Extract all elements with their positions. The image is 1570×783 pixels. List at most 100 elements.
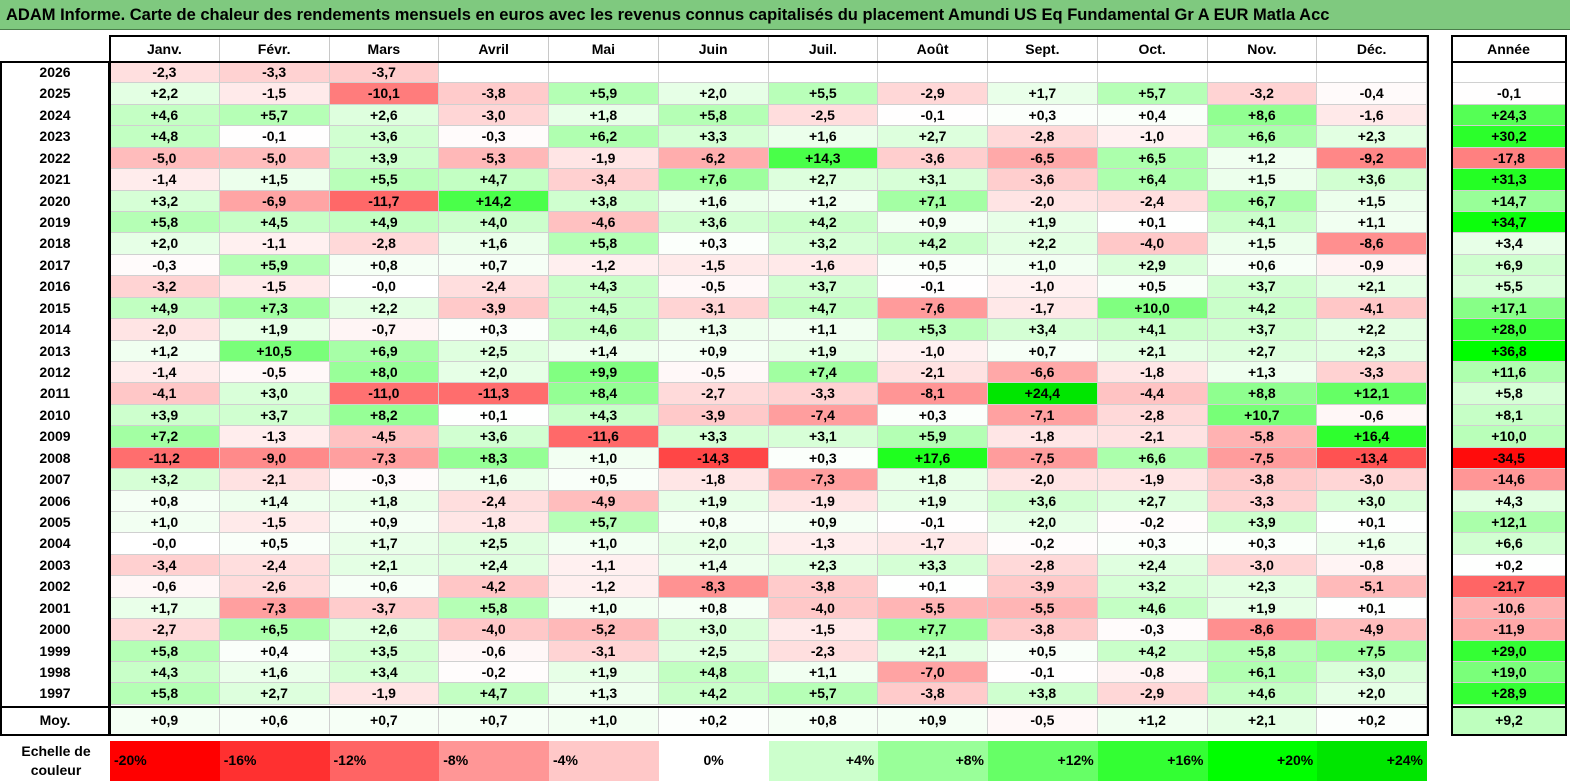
heatmap-cell: -5,2 [549,619,659,641]
column-header-2: Févr. [220,36,330,62]
heatmap-cell: +1,7 [988,83,1098,105]
heatmap-cell: -2,4 [219,554,330,577]
heatmap-cell: +0,3 [1207,533,1318,555]
heatmap-cell: +0,7 [439,254,549,277]
annual-cell: +29,0 [1452,640,1566,663]
heatmap-cell [988,62,1098,84]
color-scale-swatch: +20% [1207,741,1318,781]
heatmap-cell: +4,2 [768,212,879,234]
heatmap-cell: -1,8 [658,469,769,491]
heatmap-cell: -3,9 [439,297,549,320]
heatmap-cell: +1,6 [439,469,549,491]
heatmap-cell: +3,6 [439,426,549,448]
heatmap-cell: -3,4 [110,554,220,577]
heatmap-cell: +7,1 [878,190,988,212]
heatmap-cell: +1,0 [549,597,659,620]
annual-cell: +19,0 [1452,662,1566,684]
heatmap-cell: +1,7 [110,597,220,620]
heatmap-cell: -0,5 [219,362,330,384]
heatmap-cell: +6,6 [1097,447,1208,470]
heatmap-cell: -2,1 [878,362,988,384]
heatmap-cell: +0,1 [439,404,549,427]
heatmap-cell: -0,2 [1097,512,1208,534]
heatmap-cell: -2,7 [110,619,220,641]
heatmap-cell: -2,3 [768,640,879,663]
heatmap-cell: -1,5 [768,619,879,641]
heatmap-cell: -3,4 [549,169,659,191]
row-label-2007: 2007 [39,471,71,488]
heatmap-cell: -1,4 [110,362,220,384]
row-label-1998: 1998 [39,664,71,681]
heatmap-cell: +3,4 [329,662,440,684]
heatmap-cell: -0,1 [878,276,988,298]
row-label-2016: 2016 [39,278,71,295]
heatmap-cell: +0,8 [658,512,769,534]
heatmap-cell: +3,7 [1207,276,1318,298]
column-header-4: Avril [439,36,549,62]
heatmap-cell: +8,6 [1207,104,1318,127]
heatmap-cell: +1,1 [768,319,879,341]
heatmap-cell: -11,7 [329,190,440,212]
heatmap-cell: +5,9 [219,254,330,277]
heatmap-cell: +4,3 [549,276,659,298]
heatmap-cell: -2,8 [1097,404,1208,427]
heatmap-cell [1207,62,1318,84]
heatmap-cell: +1,0 [549,533,659,555]
heatmap-cell: +2,4 [439,554,549,577]
heatmap-cell: +4,6 [1207,683,1318,705]
heatmap-cell: -1,3 [219,426,330,448]
heatmap-cell: +1,7 [329,533,440,555]
color-scale-swatch: -4% [549,741,659,781]
heatmap-cell: -8,6 [1317,233,1427,255]
heatmap-cell: +5,5 [768,83,879,105]
heatmap-cell: +0,7 [988,340,1098,362]
color-scale-swatch: +12% [988,741,1098,781]
color-scale-swatch: -16% [219,741,330,781]
row-label-2024: 2024 [39,106,71,123]
heatmap-cell: +1,5 [1207,233,1318,255]
heatmap-cell: +3,2 [1097,576,1208,598]
heatmap-cell: -0,1 [219,126,330,148]
heatmap-cell: -2,0 [988,190,1098,212]
heatmap-cell: +0,1 [1097,212,1208,234]
heatmap-cell: -5,1 [1317,576,1427,598]
heatmap-cell: +0,3 [439,319,549,341]
heatmap-cell: +3,2 [110,469,220,491]
heatmap-cell: -7,1 [988,404,1098,427]
heatmap-cell: +0,5 [988,640,1098,663]
heatmap-cell: +2,5 [439,340,549,362]
heatmap-cell: +5,8 [439,597,549,620]
heatmap-cell: +3,1 [768,426,879,448]
heatmap-cell: +0,9 [658,340,769,362]
heatmap-cell [658,62,769,84]
row-label-2004: 2004 [39,535,71,552]
heatmap-cell: -6,2 [658,147,769,170]
heatmap-cell: -7,6 [878,297,988,320]
heatmap-cell: -3,0 [1207,554,1318,577]
annual-cell: +34,7 [1452,212,1566,234]
heatmap-cell: -10,1 [329,83,440,105]
heatmap-cell: -2,7 [658,383,769,405]
heatmap-cell: +0,9 [878,212,988,234]
heatmap-cell [768,62,879,84]
average-cell: +0,7 [439,706,549,734]
heatmap-cell: +2,7 [878,126,988,148]
heatmap-cell: +1,5 [219,169,330,191]
heatmap-cell: +6,4 [1097,169,1208,191]
row-label-2014: 2014 [39,321,71,338]
average-cell: +1,2 [1097,706,1208,734]
heatmap-cell: -1,8 [439,512,549,534]
heatmap-cell: +2,5 [658,640,769,663]
heatmap-cell: +3,0 [1317,662,1427,684]
heatmap-cell: +1,6 [658,190,769,212]
heatmap-cell: +8,2 [329,404,440,427]
heatmap-cell: +0,8 [110,490,220,513]
heatmap-cell: -4,4 [1097,383,1208,405]
chart-title: ADAM Informe. Carte de chaleur des rende… [0,0,1570,30]
heatmap-cell: +6,1 [1207,662,1318,684]
heatmap-cell: -3,2 [1207,83,1318,105]
heatmap-cell: -1,0 [878,340,988,362]
heatmap-cell: +17,6 [878,447,988,470]
heatmap-cell: +3,4 [988,319,1098,341]
row-label-2018: 2018 [39,235,71,252]
